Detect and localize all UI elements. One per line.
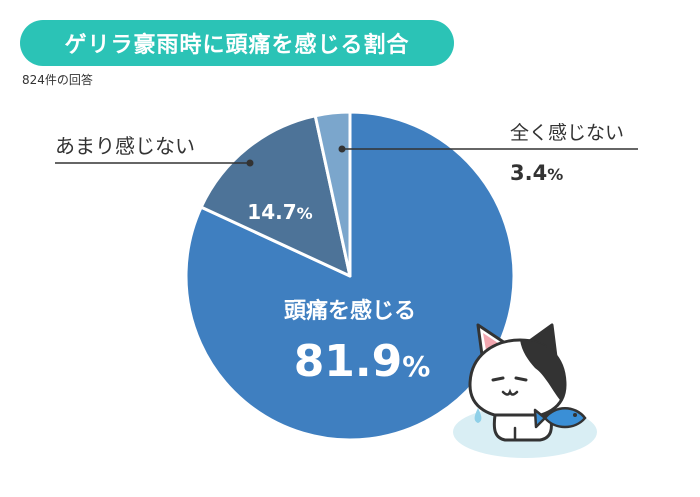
leader-dot-2 xyxy=(246,159,254,167)
slice-label-3: 全く感じない xyxy=(510,122,624,144)
labels-layer: 頭痛を感じる 81.9% 14.7% あまり感じない 全く感じない 3.4% xyxy=(55,122,638,387)
chart-title: ゲリラ豪雨時に頭痛を感じる割合 xyxy=(64,33,410,58)
slice-value-1: 81.9% xyxy=(294,336,431,387)
pie-slice-3 xyxy=(313,110,352,278)
title-banner: ゲリラ豪雨時に頭痛を感じる割合 xyxy=(20,20,454,66)
slice-label-2: あまり感じない xyxy=(55,134,195,158)
slices-layer xyxy=(184,110,516,442)
slice-label-1: 頭痛を感じる xyxy=(284,298,416,324)
slice-value-3: 3.4% xyxy=(510,161,563,185)
chart-subtitle: 824件の回答 xyxy=(22,73,93,87)
cat-holding-fish-icon xyxy=(453,323,597,458)
slice-value-2: 14.7% xyxy=(247,200,312,224)
pie-slice-2 xyxy=(199,114,352,278)
